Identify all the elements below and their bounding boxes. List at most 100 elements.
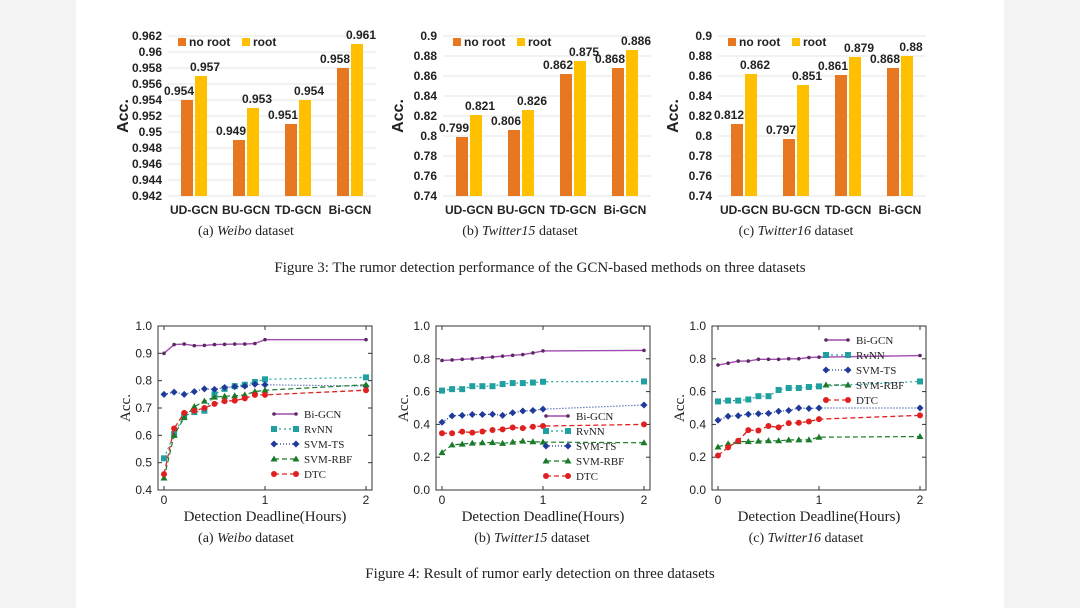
bar-root (574, 61, 586, 196)
marker (541, 349, 545, 353)
legend-label: SVM-TS (304, 439, 344, 451)
marker (489, 438, 496, 445)
marker (744, 410, 752, 418)
marker (200, 385, 208, 393)
marker (440, 358, 444, 363)
marker (726, 361, 730, 366)
y-tick-label: 0.9 (420, 29, 437, 43)
marker (815, 404, 823, 412)
bar-no-root (456, 137, 468, 196)
marker (171, 425, 178, 432)
marker (540, 423, 546, 430)
marker (438, 449, 446, 456)
bar-root (797, 85, 809, 196)
marker (478, 411, 486, 419)
bar-no-root (612, 68, 624, 196)
y-tick-label: 0.948 (132, 141, 162, 155)
marker (439, 387, 445, 394)
bar-root (351, 44, 363, 196)
bar-no-root (835, 75, 847, 196)
marker (211, 385, 218, 393)
marker (795, 384, 802, 391)
y-tick-label: 0.4 (135, 483, 152, 497)
marker (262, 391, 268, 398)
marker (241, 391, 249, 398)
marker (714, 416, 722, 424)
marker (362, 381, 370, 388)
line-chart-twitter15: 0.0 0.2 0.4 0.6 0.8 1.0 0 1 2 Detection Deadline(… (396, 319, 651, 525)
marker (797, 357, 801, 361)
legend-label: Bi-GCN (304, 409, 341, 421)
y-tick-label: 0.84 (414, 89, 438, 103)
marker (162, 351, 166, 356)
marker (531, 351, 535, 355)
legend-label: no root (464, 35, 505, 49)
marker (844, 381, 852, 388)
data-label: 0.953 (242, 92, 272, 106)
marker (766, 357, 771, 362)
legend-swatch (792, 38, 800, 46)
marker (160, 390, 168, 398)
bar-root (470, 115, 482, 196)
legend-label: SVM-RBF (304, 454, 352, 466)
marker (211, 393, 218, 400)
legend-label: RvNN (304, 424, 333, 436)
bar-chart-twitter16: 0.74 0.76 0.78 0.8 0.82 0.84 0.86 0.88 0.9 Acc. UD… (665, 29, 926, 217)
marker (823, 352, 829, 358)
marker (478, 439, 486, 446)
marker (181, 409, 188, 416)
marker (529, 438, 537, 445)
marker (725, 397, 732, 404)
marker (509, 424, 516, 431)
marker (294, 412, 298, 416)
marker (222, 342, 227, 347)
subcaption-fig3-b: (b) Twitter15 dataset (462, 224, 578, 239)
marker (816, 416, 822, 423)
marker (716, 363, 720, 367)
marker (489, 410, 496, 418)
bar-no-root (560, 74, 572, 196)
marker (261, 381, 269, 389)
y-tick-label: 0.8 (413, 352, 430, 366)
marker (724, 412, 732, 420)
marker (542, 442, 550, 450)
bar-root (299, 100, 311, 196)
marker (439, 430, 445, 437)
marker (805, 384, 812, 391)
x-axis-label: Detection Deadline(Hours) (184, 509, 347, 525)
marker (510, 353, 515, 358)
marker (172, 342, 176, 347)
marker (272, 412, 276, 416)
marker (795, 404, 803, 412)
bar-no-root (233, 140, 245, 196)
marker (202, 343, 207, 348)
marker (469, 383, 476, 390)
marker (212, 342, 217, 347)
bar-no-root (887, 68, 899, 196)
marker (845, 397, 851, 403)
x-tick-label: 0 (715, 493, 722, 507)
legend-label: Bi-GCN (576, 411, 613, 423)
marker (565, 428, 571, 434)
marker (564, 442, 572, 450)
marker (271, 426, 277, 432)
data-label: 0.826 (517, 94, 547, 108)
marker (489, 426, 496, 433)
marker (642, 348, 646, 353)
data-label: 0.961 (346, 28, 376, 42)
marker (734, 412, 742, 420)
marker (775, 407, 783, 415)
series-line-SVM-TS (441, 404, 645, 423)
data-label: 0.806 (491, 114, 521, 128)
x-tick-label: 0 (439, 493, 446, 507)
legend-label: root (528, 35, 551, 49)
marker (641, 378, 647, 385)
marker (270, 440, 278, 448)
x-tick-label: Bi-GCN (879, 203, 922, 217)
marker (449, 386, 456, 393)
marker (509, 409, 517, 417)
marker (509, 438, 517, 445)
x-tick-label: Bi-GCN (604, 203, 647, 217)
marker (775, 424, 782, 431)
marker (775, 386, 782, 393)
